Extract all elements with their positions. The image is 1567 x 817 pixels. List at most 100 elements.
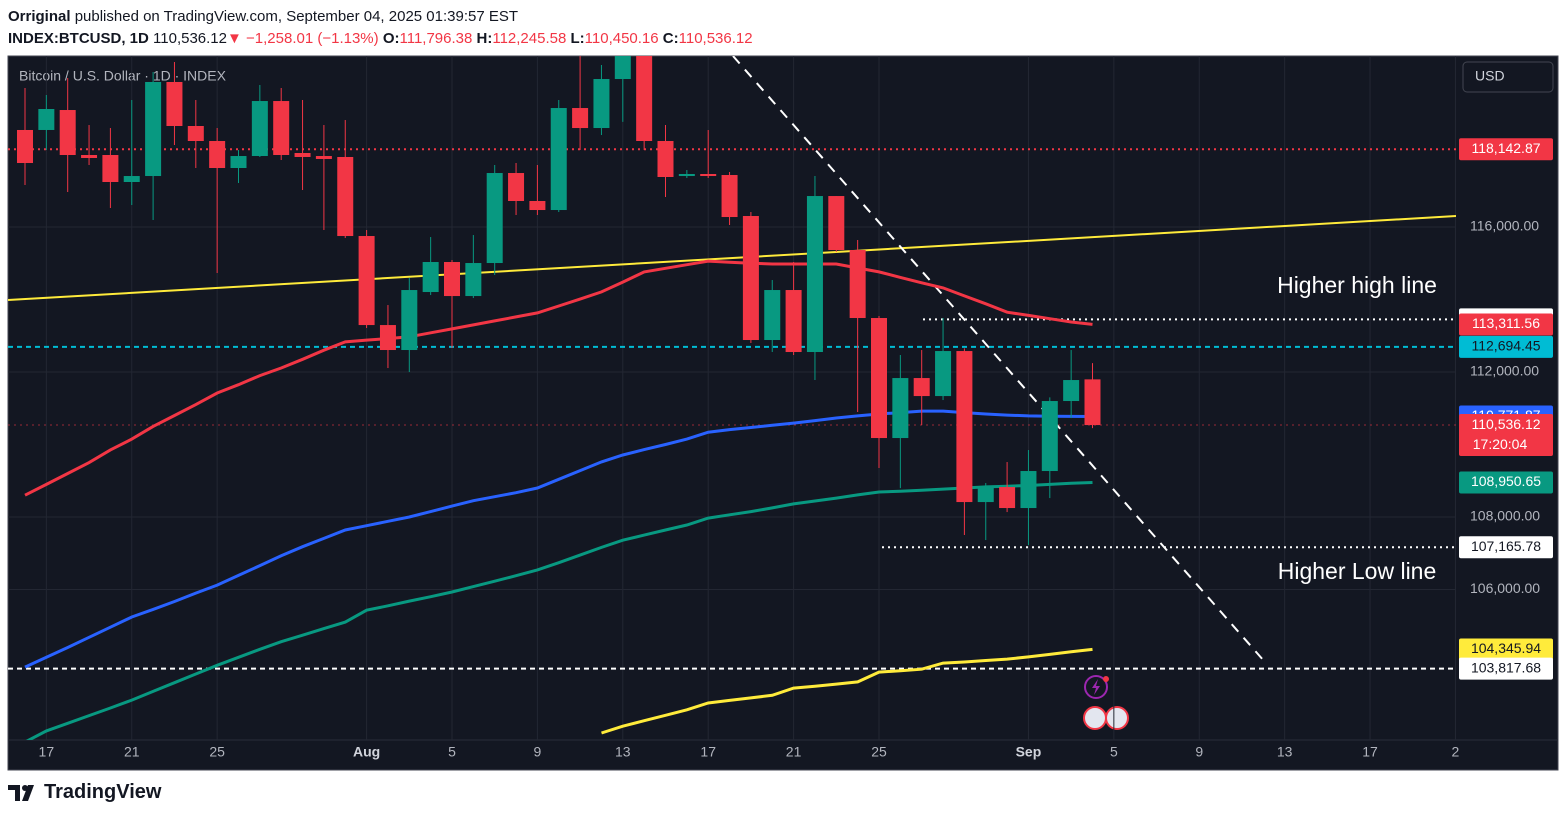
- price-label: 104,345.94: [1471, 640, 1541, 656]
- x-tick-label: 25: [871, 744, 887, 760]
- candle-body: [806, 196, 823, 353]
- candle-body: [764, 290, 781, 341]
- price-label-box: [1459, 414, 1553, 457]
- price-label: 113,452.13: [1471, 310, 1540, 326]
- candle-body: [913, 378, 930, 397]
- x-tick-label: 21: [124, 744, 140, 760]
- candle-body: [17, 129, 33, 164]
- x-tick-label: Aug: [353, 744, 380, 760]
- candle-body: [785, 290, 802, 353]
- candle-body: [166, 81, 183, 126]
- x-tick-label: 9: [1195, 744, 1203, 760]
- y-tick-label: 112,000.00: [1470, 363, 1539, 379]
- price-label-box: [1459, 638, 1553, 661]
- ohlc: O:111,796.38 H:112,245.58 L:110,450.16 C…: [383, 30, 753, 47]
- price-label: 110,771.87: [1471, 407, 1540, 423]
- candle-body: [486, 173, 503, 264]
- price-label: 113,311.56: [1472, 315, 1540, 331]
- candle-body: [1020, 471, 1037, 509]
- candle-body: [422, 262, 439, 293]
- candle-body: [251, 101, 268, 157]
- moving-average: [601, 647, 1093, 735]
- candle-body: [358, 236, 375, 326]
- event-icon[interactable]: [1105, 706, 1129, 730]
- x-tick-label: 13: [615, 744, 631, 760]
- author: Orriginal: [8, 8, 71, 25]
- candle-body: [678, 173, 695, 177]
- candle-body: [593, 79, 610, 129]
- candle-body: [529, 200, 546, 211]
- x-tick-label: 17: [700, 744, 716, 760]
- x-tick-label: 21: [786, 744, 802, 760]
- header-line: Orriginal published on TradingView.com, …: [8, 6, 1558, 28]
- candle-body: [59, 110, 76, 155]
- price-label: 108,950.65: [1471, 473, 1541, 489]
- price-label: 107,165.78: [1471, 538, 1541, 554]
- candle-body: [81, 154, 98, 159]
- price-label-box: [1459, 405, 1553, 428]
- currency-button[interactable]: [1462, 61, 1554, 93]
- candle-body: [102, 154, 119, 183]
- price-axis: 106,000.00 108,000.00 112,000.00 116,000.00…: [1459, 138, 1553, 680]
- ohlc-value: 112,245.58: [492, 30, 567, 47]
- candle-body: [935, 351, 952, 397]
- ohlc-key: L:: [570, 30, 585, 47]
- ohlc-value: 110,536.12: [678, 30, 753, 47]
- ohlc-value: 111,796.38: [399, 30, 473, 47]
- x-tick-label: 5: [448, 744, 456, 760]
- currency[interactable]: USD: [1475, 68, 1505, 84]
- price-label: 112,694.45: [1471, 338, 1540, 354]
- moving-average: [25, 481, 1093, 740]
- annotation: Higher high line: [1277, 272, 1437, 298]
- price-label-box: [1459, 138, 1553, 161]
- x-tick-label: 5: [1110, 744, 1118, 760]
- candle-body: [123, 176, 140, 183]
- x-tick-label: 17: [39, 744, 55, 760]
- ohlc-key: H:: [476, 30, 493, 47]
- price-label-box: [1459, 335, 1553, 358]
- candle-body: [550, 108, 567, 211]
- price-label-box: [1459, 313, 1553, 336]
- chart-frame: [7, 55, 1559, 771]
- candle-body: [1084, 379, 1101, 426]
- price-label-box: [1459, 657, 1553, 680]
- header: Orriginal published on TradingView.com, …: [8, 6, 1558, 50]
- header-line: INDEX:BTCUSD, 1D 110,536.12▼ −1,258.01 (…: [8, 28, 1558, 50]
- event-dot: [1103, 676, 1109, 682]
- candle-body: [1063, 380, 1080, 402]
- ohlc-key: C:: [662, 30, 679, 47]
- price-label-box: [1459, 536, 1553, 559]
- x-tick-label: Sep: [1016, 744, 1042, 760]
- y-tick-label: 116,000.00: [1470, 218, 1539, 234]
- candle-body: [742, 216, 759, 341]
- x-tick-label: 25: [209, 744, 225, 760]
- ohlc-value: 110,450.16: [584, 30, 659, 47]
- y-tick-label: 106,000.00: [1470, 580, 1540, 596]
- candle-body: [1041, 401, 1058, 472]
- annotation: Higher Low line: [1278, 558, 1437, 584]
- candle-body: [828, 196, 845, 251]
- plot: [8, 56, 1456, 740]
- candle-body: [849, 250, 866, 319]
- event-icons: [1083, 675, 1129, 730]
- event-icon[interactable]: [1084, 675, 1108, 699]
- candle-body: [273, 101, 290, 155]
- candle-body: [379, 325, 396, 351]
- brand: TradingView: [44, 781, 162, 803]
- price-label-box: [1459, 471, 1553, 494]
- candle-body: [700, 173, 717, 177]
- candle-body: [145, 81, 162, 177]
- event-icon[interactable]: [1083, 706, 1107, 730]
- chart-title: Bitcoin / U.S. Dollar · 1D · INDEX: [19, 68, 227, 84]
- candle-body: [209, 141, 226, 169]
- price-label: 103,817.68: [1471, 659, 1541, 675]
- y-tick-label: 108,000.00: [1470, 508, 1540, 524]
- candle-body: [956, 351, 973, 503]
- change-arrow: ▼: [227, 30, 242, 47]
- published: published on TradingView.com, September …: [74, 8, 519, 25]
- countdown: 17:20:04: [1473, 436, 1528, 452]
- candle-body: [977, 486, 994, 503]
- candle-body: [721, 175, 738, 218]
